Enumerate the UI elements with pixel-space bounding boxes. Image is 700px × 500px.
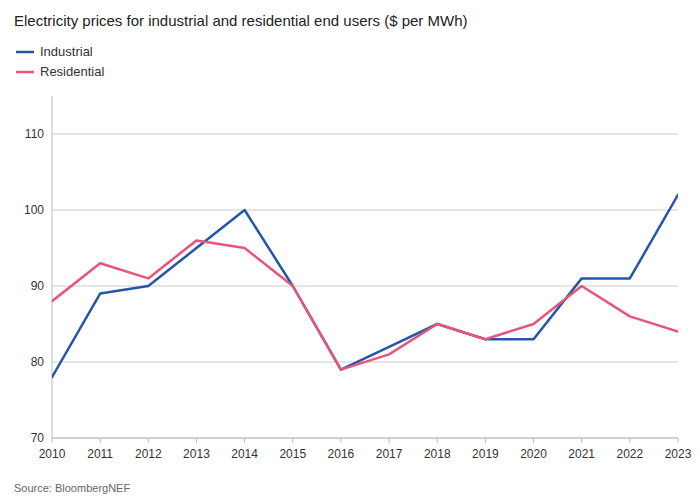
grid-line bbox=[52, 210, 678, 211]
x-axis: 2010 2011 2012 2013 2014 2015 2016 2017 2018 2019… bbox=[39, 438, 692, 461]
x-tick bbox=[581, 438, 582, 443]
legend-swatch bbox=[16, 71, 34, 74]
x-tick-label: 2021 bbox=[568, 447, 595, 461]
series-line bbox=[52, 240, 678, 369]
x-axis-line bbox=[52, 438, 678, 439]
grid-line bbox=[52, 438, 678, 439]
x-tick-label: 2010 bbox=[39, 447, 66, 461]
x-tick bbox=[437, 438, 438, 443]
x-tick bbox=[389, 438, 390, 443]
x-tick bbox=[100, 438, 101, 443]
x-tick-label: 2011 bbox=[87, 447, 113, 461]
series-lines bbox=[52, 195, 678, 377]
x-tick-label: 2016 bbox=[328, 447, 355, 461]
y-tick-label: 80 bbox=[31, 355, 45, 369]
source-note: Source: BloombergNEF bbox=[14, 482, 130, 494]
y-tick-label: 110 bbox=[25, 127, 44, 141]
x-tick bbox=[678, 438, 679, 443]
x-tick-label: 2018 bbox=[424, 447, 451, 461]
legend-label: Residential bbox=[40, 64, 104, 79]
x-tick-label: 2012 bbox=[135, 447, 162, 461]
x-tick bbox=[244, 438, 245, 443]
x-tick-label: 2022 bbox=[616, 447, 643, 461]
x-tick bbox=[148, 438, 149, 443]
x-tick-label: 2017 bbox=[376, 447, 403, 461]
title: Electricity prices for industrial and re… bbox=[14, 12, 468, 29]
chart: Electricity prices for industrial and re… bbox=[0, 0, 700, 500]
y-tick-label: 100 bbox=[24, 203, 44, 217]
x-tick bbox=[196, 438, 197, 443]
x-tick-label: 2013 bbox=[183, 447, 210, 461]
grid-line bbox=[52, 134, 678, 135]
x-tick-label: 2020 bbox=[520, 447, 547, 461]
legend-label: Industrial bbox=[40, 44, 93, 59]
legend-swatch bbox=[16, 51, 34, 54]
legend: Industrial Residential bbox=[16, 44, 104, 79]
y-tick-label: 90 bbox=[31, 279, 45, 293]
series-line bbox=[52, 195, 678, 377]
y-grid: 70 80 90 100 110 bbox=[24, 127, 678, 445]
y-axis-line bbox=[52, 96, 53, 438]
y-tick-label: 70 bbox=[31, 431, 45, 445]
x-tick bbox=[629, 438, 630, 443]
x-tick bbox=[340, 438, 341, 443]
x-tick bbox=[52, 438, 53, 443]
x-tick-label: 2023 bbox=[665, 447, 692, 461]
x-tick-label: 2015 bbox=[279, 447, 306, 461]
x-tick-label: 2019 bbox=[472, 447, 499, 461]
x-tick bbox=[533, 438, 534, 443]
x-tick bbox=[485, 438, 486, 443]
x-tick-label: 2014 bbox=[231, 447, 258, 461]
x-tick bbox=[292, 438, 293, 443]
